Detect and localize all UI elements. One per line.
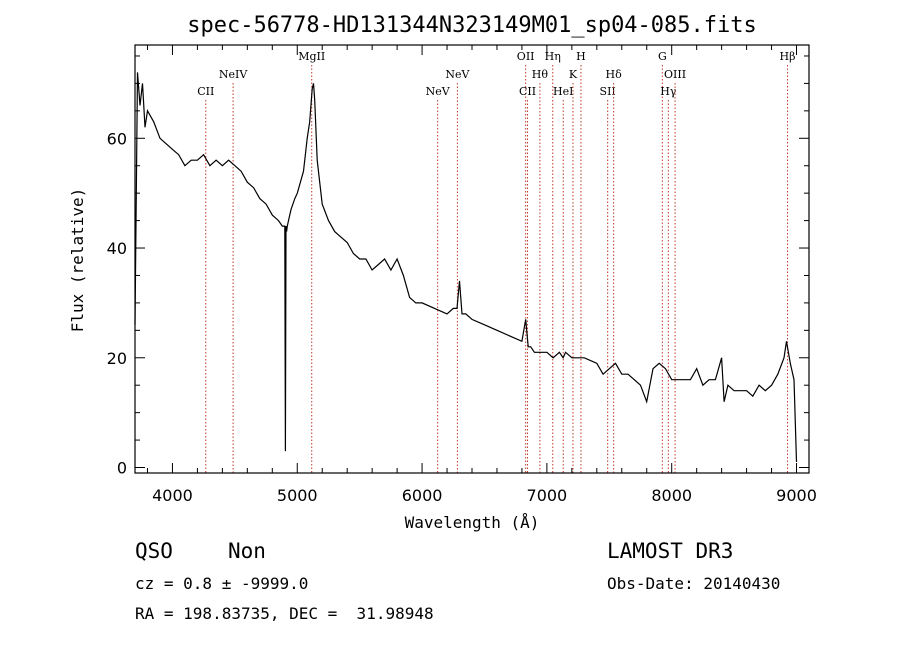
emission-line-label: H (576, 50, 586, 63)
y-axis-label: Flux (relative) (68, 188, 87, 333)
coordinates: RA = 198.83735, DEC = 31.98948 (135, 604, 434, 623)
emission-lines-layer: CII NeIV MgII NeV NeV OII CII Hθ Hη HeI KH SII Hδ G Hγ… (197, 50, 796, 473)
y-axis-ticks: 0 20 40 60 (107, 55, 809, 478)
emission-line-label: NeV (426, 85, 451, 98)
x-axis-label: Wavelength (Å) (405, 513, 540, 532)
emission-line-label: CII (519, 85, 536, 98)
survey-name: LAMOST DR3 (607, 539, 734, 563)
y-tick-label: 40 (107, 239, 127, 258)
x-tick-label: 8000 (651, 486, 692, 505)
emission-line-label: G (658, 50, 667, 63)
object-subclass: Non (228, 539, 266, 563)
chart-title: spec-56778-HD131344N323149M01_sp04-085.f… (187, 13, 757, 38)
spectrum-line (134, 72, 798, 463)
x-axis-ticks: 4000 5000 6000 7000 8000 9000 (146, 45, 817, 505)
x-tick-label: 9000 (776, 486, 817, 505)
emission-line-label: Hβ (780, 50, 796, 63)
emission-line-label: HeI (553, 85, 573, 98)
y-tick-label: 60 (107, 129, 127, 148)
emission-line-label: OII (517, 50, 535, 63)
emission-line-label: NeIV (219, 68, 248, 81)
x-tick-label: 4000 (152, 486, 193, 505)
emission-line-label: MgII (298, 50, 325, 63)
x-tick-label: 7000 (527, 486, 568, 505)
emission-line-label: CII (197, 85, 214, 98)
emission-line-label: SII (600, 85, 616, 98)
object-class: QSO (135, 539, 173, 563)
observation-date: Obs-Date: 20140430 (607, 574, 781, 593)
emission-line-label: Hγ (660, 85, 677, 98)
emission-line-label: NeV (445, 68, 470, 81)
emission-line-label: OIII (664, 68, 686, 81)
x-tick-label: 6000 (402, 486, 443, 505)
emission-line-label: Hθ (532, 68, 549, 81)
emission-line-label: Hδ (606, 68, 623, 81)
redshift-cz: cz = 0.8 ± -9999.0 (135, 574, 309, 593)
y-tick-label: 0 (117, 459, 127, 478)
emission-line-label: Hη (545, 50, 561, 63)
y-tick-label: 20 (107, 349, 127, 368)
plot-frame (134, 44, 810, 474)
x-tick-label: 5000 (277, 486, 318, 505)
emission-line-label: K (569, 68, 578, 81)
